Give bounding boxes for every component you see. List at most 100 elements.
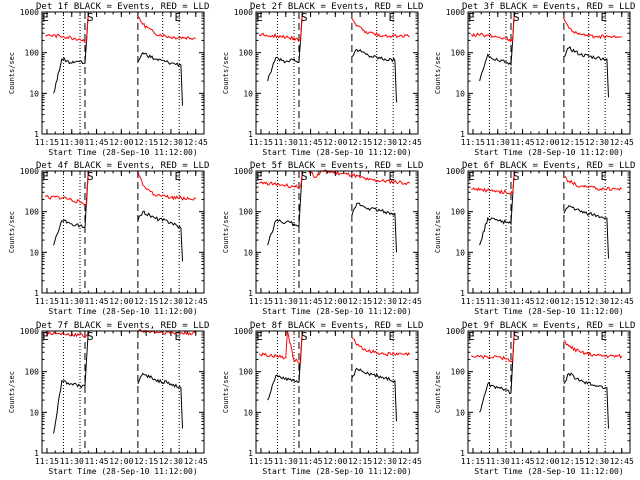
interval-marker: S (87, 11, 94, 24)
interval-marker: E (468, 330, 475, 343)
x-tick-label: 11:30 (486, 457, 510, 466)
x-tick-label: 12:00 (535, 138, 559, 147)
x-tick-label: 11:15 (461, 138, 485, 147)
interval-marker: S (513, 11, 520, 24)
y-tick-label: 100 (239, 49, 254, 58)
x-tick-label: 11:15 (249, 297, 273, 306)
interval-marker: E (42, 170, 49, 183)
y-axis-label: Counts/sec (8, 211, 16, 253)
x-tick-label: 12:45 (398, 457, 422, 466)
y-tick-label: 10 (29, 248, 39, 257)
x-tick-label: 11:45 (511, 138, 535, 147)
x-tick-label: 12:45 (184, 297, 208, 306)
plot-area (258, 11, 410, 134)
y-tick-label: 1000 (20, 8, 39, 17)
lld-series-line (259, 330, 303, 365)
y-tick-label: 1000 (234, 8, 253, 17)
events-series-line (351, 48, 397, 103)
x-tick-label: 12:00 (535, 457, 559, 466)
x-tick-label: 12:15 (134, 138, 158, 147)
y-tick-label: 100 (25, 208, 40, 217)
x-tick-label: 11:45 (85, 138, 109, 147)
lld-series-line (259, 170, 303, 189)
x-tick-label: 12:15 (560, 457, 584, 466)
y-tick-label: 10 (243, 89, 253, 98)
y-tick-label: 10 (243, 248, 253, 257)
plot-area (44, 170, 196, 293)
x-tick-label: 12:45 (610, 138, 634, 147)
plot-area (259, 330, 411, 453)
x-tick-label: 12:00 (323, 138, 347, 147)
events-series-line (267, 330, 303, 401)
events-series-line (53, 330, 89, 434)
y-tick-label: 1000 (20, 327, 39, 336)
interval-marker: E (389, 11, 396, 24)
x-axis-label: Start Time (28-Sep-10 11:12:00) (262, 148, 411, 157)
plot-area (470, 11, 622, 134)
y-tick-label: 1 (248, 449, 253, 458)
panel-title: Det 3f BLACK = Events, RED = LLD (462, 2, 635, 12)
events-series-line (137, 51, 183, 106)
events-series-line (479, 170, 515, 246)
y-tick-label: 100 (239, 208, 254, 217)
y-tick-label: 1000 (20, 167, 39, 176)
events-series-line (53, 11, 89, 94)
x-tick-label: 11:30 (274, 457, 298, 466)
x-tick-label: 12:00 (535, 297, 559, 306)
x-tick-label: 12:45 (184, 457, 208, 466)
interval-marker: E (468, 170, 475, 183)
panel-title: Det 9f BLACK = Events, RED = LLD (462, 321, 635, 331)
panel-title: Det 1f BLACK = Events, RED = LLD (36, 2, 209, 12)
x-tick-label: 12:15 (134, 457, 158, 466)
x-axis-label: Start Time (28-Sep-10 11:12:00) (48, 148, 197, 157)
y-axis-label: Counts/sec (8, 371, 16, 413)
axes-frame (467, 330, 631, 454)
interval-marker: E (389, 330, 396, 343)
x-tick-label: 12:00 (323, 457, 347, 466)
x-tick-label: 12:15 (560, 138, 584, 147)
x-tick-label: 12:45 (398, 297, 422, 306)
y-tick-label: 100 (25, 49, 40, 58)
events-series-line (137, 372, 183, 429)
x-tick-label: 12:15 (348, 138, 372, 147)
y-tick-label: 100 (239, 368, 254, 377)
x-tick-label: 12:15 (348, 457, 372, 466)
events-series-line (563, 372, 609, 429)
y-tick-label: 100 (451, 208, 466, 217)
interval-marker: E (175, 330, 182, 343)
interval-marker: E (42, 11, 49, 24)
lld-series-line (44, 170, 89, 206)
x-tick-label: 12:00 (109, 138, 133, 147)
x-tick-label: 12:30 (585, 297, 609, 306)
interval-marker: E (256, 170, 263, 183)
interval-marker: S (301, 170, 308, 183)
interval-marker: E (42, 330, 49, 343)
x-tick-label: 12:30 (373, 138, 397, 147)
interval-marker: S (87, 170, 94, 183)
x-tick-label: 12:15 (560, 297, 584, 306)
x-tick-label: 12:15 (348, 297, 372, 306)
y-tick-label: 10 (29, 89, 39, 98)
lld-series-line (563, 176, 623, 191)
interval-marker: S (87, 330, 94, 343)
interval-marker: S (513, 330, 520, 343)
panel-title: Det 6f BLACK = Events, RED = LLD (462, 161, 635, 171)
y-tick-label: 1 (460, 289, 465, 298)
events-series-line (479, 330, 515, 413)
events-series-line (351, 367, 397, 422)
lld-series-line (470, 330, 515, 363)
x-axis-label: Start Time (28-Sep-10 11:12:00) (48, 307, 197, 316)
panel-title: Det 8f BLACK = Events, RED = LLD (250, 321, 423, 331)
x-tick-label: 12:30 (373, 297, 397, 306)
axes-frame (255, 170, 419, 294)
y-tick-label: 10 (455, 248, 465, 257)
axes-frame (41, 11, 205, 135)
plot-area (45, 11, 196, 134)
axes-frame (467, 170, 631, 294)
